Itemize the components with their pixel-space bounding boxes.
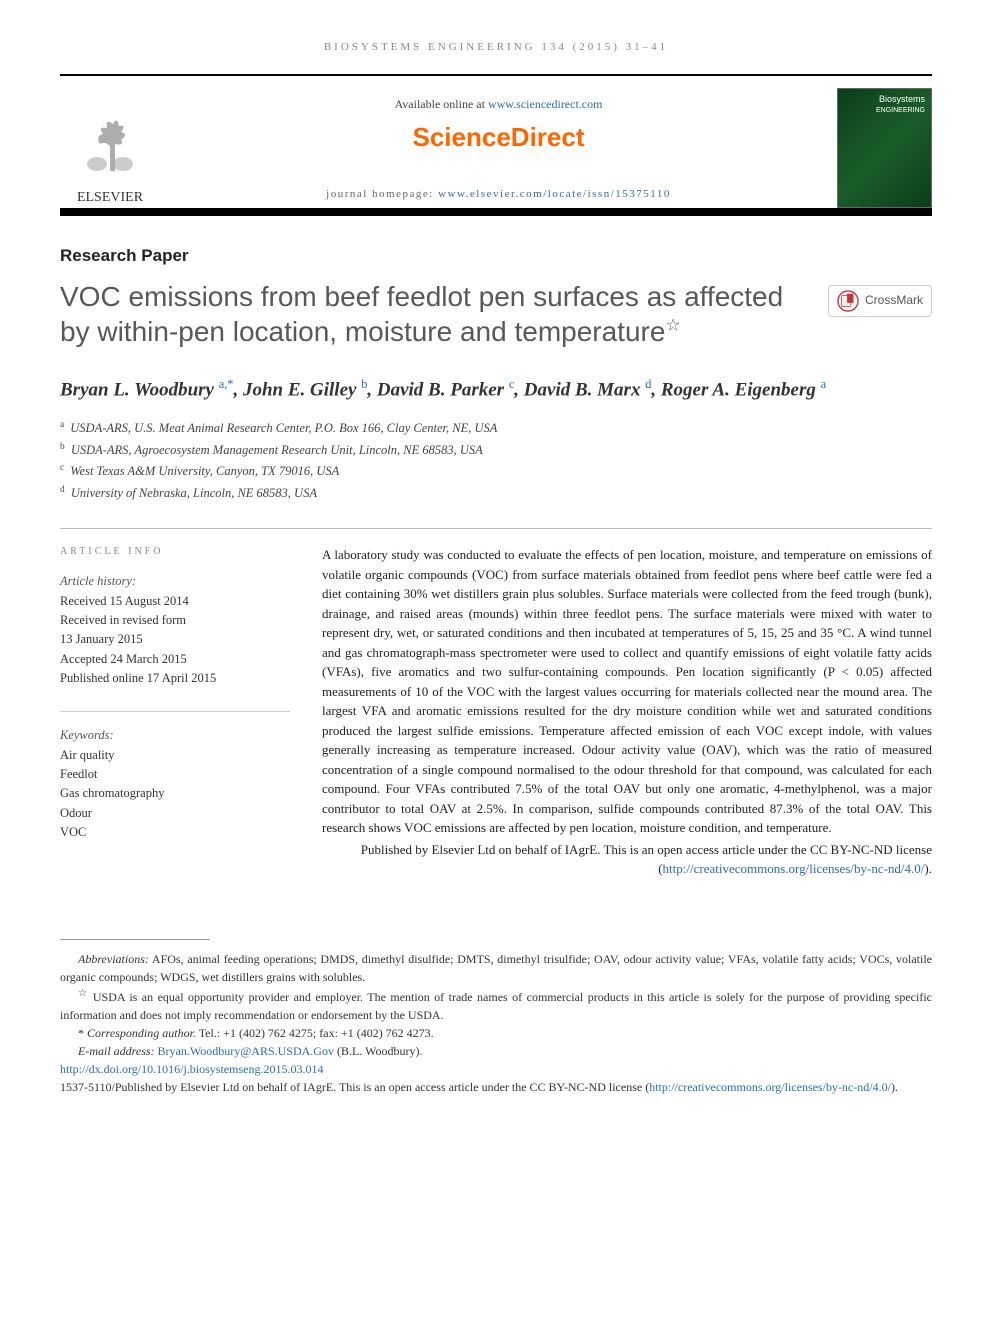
keyword-item: Odour: [60, 804, 290, 823]
header-center: Available online at www.sciencedirect.co…: [176, 88, 821, 203]
keywords-list: Air qualityFeedlotGas chromatographyOdou…: [60, 746, 290, 843]
title-row: VOC emissions from beef feedlot pen surf…: [60, 279, 932, 349]
elsevier-tree-icon: [65, 96, 155, 186]
journal-header: ELSEVIER Available online at www.science…: [60, 74, 932, 216]
history-item: 13 January 2015: [60, 630, 290, 649]
footnote-divider: [60, 939, 210, 940]
abstract: A laboratory study was conducted to eval…: [322, 545, 932, 879]
doi-line: http://dx.doi.org/10.1016/j.biosystemsen…: [60, 1060, 932, 1078]
keywords-label: Keywords:: [60, 711, 290, 744]
cc-license-link[interactable]: http://creativecommons.org/licenses/by-n…: [663, 861, 925, 876]
corr-text: Tel.: +1 (402) 762 4275; fax: +1 (402) 7…: [196, 1026, 434, 1040]
journal-cover-title: BiosystemsENGINEERING: [876, 95, 925, 115]
elsevier-logo[interactable]: ELSEVIER: [60, 88, 160, 208]
affiliation-item: a USDA-ARS, U.S. Meat Animal Research Ce…: [60, 418, 932, 439]
available-online-line: Available online at www.sciencedirect.co…: [176, 96, 821, 113]
journal-cover-thumb[interactable]: BiosystemsENGINEERING: [837, 88, 932, 208]
affiliations: a USDA-ARS, U.S. Meat Animal Research Ce…: [60, 418, 932, 504]
title-star-note[interactable]: ☆: [665, 315, 680, 334]
author-list: Bryan L. Woodbury a,*, John E. Gilley b,…: [60, 375, 932, 405]
elsevier-label: ELSEVIER: [77, 188, 143, 208]
email-suffix: (B.L. Woodbury).: [334, 1044, 422, 1058]
keyword-item: Air quality: [60, 746, 290, 765]
footnotes: Abbreviations: AFOs, animal feeding oper…: [60, 950, 932, 1096]
issn-prefix: 1537-5110/Published by Elsevier Ltd on b…: [60, 1080, 649, 1094]
homepage-line: journal homepage: www.elsevier.com/locat…: [176, 187, 821, 203]
abbreviations-footnote: Abbreviations: AFOs, animal feeding oper…: [60, 950, 932, 986]
abbrev-label: Abbreviations:: [78, 952, 149, 966]
available-prefix: Available online at: [395, 97, 488, 111]
star-mark: ☆: [78, 988, 88, 999]
affiliation-item: d University of Nebraska, Lincoln, NE 68…: [60, 483, 932, 504]
email-link[interactable]: Bryan.Woodbury@ARS.USDA.Gov: [158, 1044, 334, 1058]
affiliation-item: c West Texas A&M University, Canyon, TX …: [60, 461, 932, 482]
article-info-col: ARTICLE INFO Article history: Received 1…: [60, 545, 290, 879]
history-label: Article history:: [60, 572, 290, 590]
homepage-link[interactable]: www.elsevier.com/locate/issn/15375110: [438, 188, 671, 200]
cc-license-link-footer[interactable]: http://creativecommons.org/licenses/by-n…: [649, 1080, 891, 1094]
abstract-text: A laboratory study was conducted to eval…: [322, 547, 932, 835]
keyword-item: Feedlot: [60, 765, 290, 784]
section-divider: [60, 528, 932, 529]
sciencedirect-logo[interactable]: ScienceDirect: [176, 119, 821, 157]
star-text: USDA is an equal opportunity provider an…: [60, 990, 932, 1022]
history-list: Received 15 August 2014Received in revis…: [60, 592, 290, 689]
affiliation-item: b USDA-ARS, Agroecosystem Management Res…: [60, 440, 932, 461]
history-item: Received 15 August 2014: [60, 592, 290, 611]
info-abstract-row: ARTICLE INFO Article history: Received 1…: [60, 545, 932, 879]
keyword-item: Gas chromatography: [60, 784, 290, 803]
doi-link[interactable]: http://dx.doi.org/10.1016/j.biosystemsen…: [60, 1062, 323, 1076]
homepage-prefix: journal homepage:: [326, 188, 438, 200]
email-footnote: E-mail address: Bryan.Woodbury@ARS.USDA.…: [60, 1042, 932, 1060]
journal-reference: BIOSYSTEMS ENGINEERING 134 (2015) 31–41: [60, 40, 932, 56]
corresponding-author-footnote: * Corresponding author. Tel.: +1 (402) 7…: [60, 1024, 932, 1042]
keyword-item: VOC: [60, 823, 290, 842]
usda-footnote: ☆ USDA is an equal opportunity provider …: [60, 986, 932, 1024]
history-item: Published online 17 April 2015: [60, 669, 290, 688]
sciencedirect-link[interactable]: www.sciencedirect.com: [488, 97, 603, 111]
issn-copyright-line: 1537-5110/Published by Elsevier Ltd on b…: [60, 1078, 932, 1096]
crossmark-badge[interactable]: CrossMark: [828, 285, 932, 317]
crossmark-label: CrossMark: [865, 292, 923, 309]
article-info-heading: ARTICLE INFO: [60, 545, 290, 560]
pub-note-suffix: ).: [924, 861, 932, 876]
publication-note: Published by Elsevier Ltd on behalf of I…: [322, 840, 932, 879]
corr-label: Corresponding author.: [84, 1026, 196, 1040]
email-label: E-mail address:: [78, 1044, 158, 1058]
abbrev-text: AFOs, animal feeding operations; DMDS, d…: [60, 952, 932, 984]
history-item: Received in revised form: [60, 611, 290, 630]
article-type: Research Paper: [60, 244, 932, 269]
article-title: VOC emissions from beef feedlot pen surf…: [60, 279, 808, 349]
history-item: Accepted 24 March 2015: [60, 650, 290, 669]
crossmark-icon: [837, 290, 859, 312]
issn-suffix: ).: [891, 1080, 898, 1094]
